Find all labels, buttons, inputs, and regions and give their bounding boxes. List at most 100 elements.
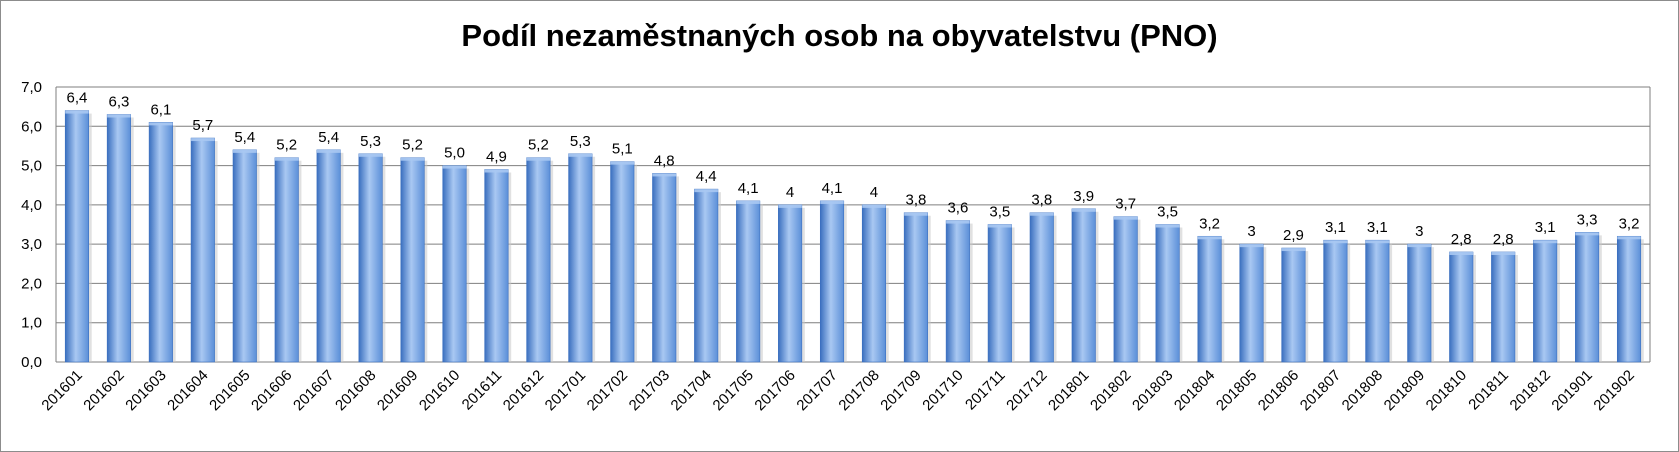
data-label: 3,3 bbox=[1577, 211, 1598, 228]
bar bbox=[819, 200, 845, 363]
x-tick-label: 201705 bbox=[710, 367, 757, 414]
bar bbox=[526, 157, 551, 363]
bar bbox=[778, 204, 803, 363]
bar bbox=[1323, 239, 1348, 363]
bar-cap bbox=[694, 189, 718, 193]
x-tick-label: 201602 bbox=[80, 367, 127, 414]
bar-cap bbox=[191, 138, 215, 142]
data-label: 3 bbox=[1247, 223, 1255, 240]
x-tick-label: 201812 bbox=[1507, 367, 1554, 414]
bar-cap bbox=[442, 165, 467, 169]
bar-cap bbox=[107, 114, 131, 118]
x-tick-label: 201708 bbox=[835, 367, 882, 414]
bar bbox=[1155, 224, 1180, 363]
data-label: 4,1 bbox=[822, 180, 843, 197]
bar-cap bbox=[1617, 236, 1641, 240]
x-tick-label: 201810 bbox=[1423, 367, 1470, 414]
bar-cap bbox=[1155, 224, 1180, 228]
bar-cap bbox=[358, 153, 383, 157]
bar-cap bbox=[988, 224, 1012, 228]
bar-cap bbox=[778, 204, 802, 208]
bar bbox=[1616, 235, 1642, 363]
x-tick-label: 201809 bbox=[1381, 367, 1428, 414]
x-tick-label: 201607 bbox=[290, 367, 337, 414]
y-tick-label: 6,0 bbox=[21, 118, 42, 135]
x-tick-label: 201612 bbox=[500, 367, 547, 414]
bar bbox=[1029, 212, 1054, 363]
data-label: 3,1 bbox=[1325, 219, 1346, 236]
x-tick-label: 201605 bbox=[206, 367, 253, 414]
data-label: 3,9 bbox=[1073, 188, 1094, 205]
bar bbox=[1491, 251, 1516, 363]
data-label: 5,3 bbox=[570, 133, 591, 150]
bar-cap bbox=[610, 161, 635, 165]
x-tick-label: 201802 bbox=[1087, 367, 1134, 414]
bar-cap bbox=[1197, 236, 1222, 240]
bar bbox=[652, 173, 677, 363]
x-tick-label: 201901 bbox=[1548, 367, 1595, 414]
bar-cap bbox=[1449, 252, 1473, 255]
x-tick-label: 201603 bbox=[122, 367, 169, 414]
bar bbox=[1407, 243, 1432, 363]
data-label: 3,5 bbox=[989, 204, 1010, 221]
y-tick-label: 2,0 bbox=[21, 275, 42, 292]
data-label: 3,8 bbox=[905, 192, 926, 209]
data-label: 2,8 bbox=[1451, 231, 1472, 248]
y-tick-label: 4,0 bbox=[21, 197, 42, 214]
data-label: 5,1 bbox=[612, 141, 633, 158]
bar bbox=[610, 161, 635, 363]
x-tick-label: 201805 bbox=[1213, 367, 1260, 414]
y-tick-label: 1,0 bbox=[21, 315, 42, 332]
bar bbox=[1197, 235, 1222, 363]
y-tick-label: 3,0 bbox=[21, 236, 42, 253]
x-tick-label: 201703 bbox=[626, 367, 673, 414]
bar bbox=[1071, 208, 1096, 363]
bar bbox=[1113, 216, 1138, 363]
bar-cap bbox=[1239, 244, 1264, 248]
bar bbox=[232, 149, 257, 363]
data-label: 6,4 bbox=[67, 90, 88, 107]
x-tick-label: 201806 bbox=[1255, 367, 1302, 414]
x-tick-label: 201801 bbox=[1045, 367, 1092, 414]
data-label: 4,1 bbox=[738, 180, 759, 197]
bar bbox=[274, 157, 299, 363]
x-tick-label: 201604 bbox=[164, 367, 211, 414]
data-label: 4 bbox=[870, 184, 878, 201]
x-tick-label: 201610 bbox=[416, 367, 463, 414]
data-label: 6,3 bbox=[108, 94, 129, 111]
bar-cap bbox=[149, 122, 173, 126]
data-label: 3,2 bbox=[1619, 215, 1640, 232]
bar bbox=[1449, 251, 1474, 363]
x-tick-label: 201706 bbox=[751, 367, 798, 414]
bar-cap bbox=[652, 173, 676, 177]
bar-cap bbox=[736, 200, 760, 204]
data-label: 2,8 bbox=[1493, 231, 1514, 248]
data-label: 6,1 bbox=[150, 101, 171, 118]
bar bbox=[1281, 247, 1306, 363]
x-tick-label: 201808 bbox=[1339, 367, 1386, 414]
bar-cap bbox=[568, 153, 593, 157]
bar-cap bbox=[316, 149, 341, 153]
bar bbox=[987, 224, 1012, 363]
x-tick-label: 201601 bbox=[38, 367, 85, 414]
x-tick-label: 201707 bbox=[793, 367, 840, 414]
chart-title: Podíl nezaměstnaných osob na obyvatelstv… bbox=[461, 18, 1218, 53]
x-tick-label: 201712 bbox=[1003, 367, 1050, 414]
data-label: 5,2 bbox=[276, 137, 297, 154]
bar-cap bbox=[820, 200, 844, 204]
bar bbox=[568, 153, 593, 363]
x-tick-label: 201701 bbox=[542, 367, 589, 414]
bar bbox=[148, 122, 173, 363]
x-tick-label: 201711 bbox=[962, 367, 1009, 414]
bar bbox=[945, 220, 970, 363]
x-tick-label: 201611 bbox=[459, 367, 506, 414]
x-tick-label: 201702 bbox=[584, 367, 631, 414]
bar bbox=[1533, 239, 1558, 363]
x-tick-label: 201609 bbox=[374, 367, 421, 414]
bar-cap bbox=[1365, 240, 1390, 244]
bar bbox=[736, 200, 761, 363]
x-tick-label: 201709 bbox=[877, 367, 924, 414]
bar-cap bbox=[1491, 252, 1515, 255]
bar bbox=[861, 204, 887, 363]
